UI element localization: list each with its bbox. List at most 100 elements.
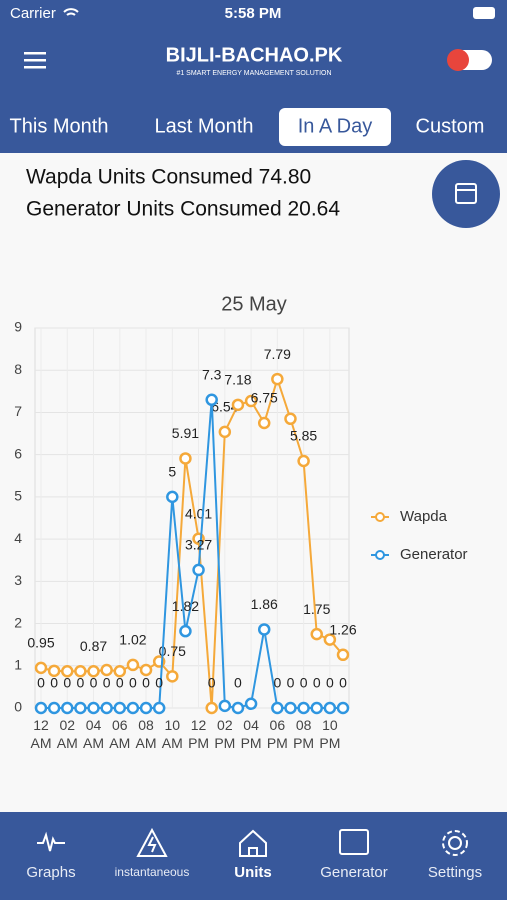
data-point	[336, 648, 350, 662]
nav-item[interactable]: Settings	[428, 864, 482, 881]
data-label: 7.79	[264, 346, 291, 362]
data-point	[192, 563, 205, 577]
data-label: 0	[50, 675, 58, 691]
data-point	[47, 664, 61, 678]
tab-label: In A Day	[298, 115, 373, 137]
tab[interactable]: This Month	[10, 115, 109, 137]
data-point	[271, 372, 284, 386]
tab[interactable]: In A Day	[279, 108, 391, 146]
data-point	[284, 412, 297, 426]
data-point	[231, 398, 245, 412]
data-label: 7.18	[224, 372, 251, 388]
data-point	[126, 658, 140, 672]
data-label: 0	[103, 675, 111, 691]
menu-bar	[24, 59, 46, 62]
data-point	[244, 394, 258, 408]
x-tick-label: 08 AM	[136, 717, 157, 751]
tab-label: Custom	[416, 115, 485, 137]
legend-marker	[375, 512, 385, 522]
chart-title: 25 May	[221, 293, 287, 315]
data-point	[336, 701, 350, 715]
y-tick-label: 1	[14, 656, 22, 672]
data-point	[179, 624, 192, 638]
data-label: 4.01	[185, 505, 212, 521]
content-bg	[0, 153, 507, 812]
data-label: 6.75	[251, 390, 278, 406]
tab[interactable]: Custom	[416, 115, 485, 137]
data-label: 0	[287, 675, 295, 691]
data-label: 0	[234, 675, 242, 691]
data-point	[310, 701, 323, 715]
battery-icon	[473, 7, 495, 19]
units-icon	[239, 829, 267, 857]
y-tick-label: 6	[14, 445, 22, 461]
x-tick-label: 04 PM	[241, 717, 262, 751]
data-label: 0	[63, 675, 71, 691]
data-label: 7.3	[202, 366, 222, 382]
data-point	[34, 701, 48, 715]
data-label: 5.91	[172, 425, 199, 441]
nav-item[interactable]: Generator	[320, 864, 388, 881]
tab-label: Last Month	[155, 115, 254, 137]
data-point	[100, 701, 113, 715]
legend-item: Wapda	[371, 508, 448, 525]
tab[interactable]: Last Month	[155, 115, 254, 137]
toggle-knob	[447, 49, 469, 71]
data-point	[166, 670, 179, 683]
logo: BIJLI-BACHAO.PK	[166, 44, 343, 66]
clock: 5:58 PM	[225, 5, 282, 22]
y-tick-label: 9	[14, 319, 22, 335]
legend-marker	[375, 550, 385, 560]
legend-item: Generator	[371, 546, 468, 563]
data-label: 0	[37, 675, 45, 691]
summary-line: Wapda Units Consumed 74.80	[26, 166, 311, 189]
data-label: 0	[76, 675, 84, 691]
data-point	[284, 701, 297, 715]
data-point	[87, 665, 100, 678]
data-point	[271, 701, 284, 715]
data-point	[218, 699, 232, 713]
graphs-icon	[37, 831, 65, 852]
data-point	[297, 701, 310, 715]
data-point	[297, 454, 310, 468]
data-label: 1.82	[172, 598, 199, 614]
data-label: 1.02	[119, 632, 146, 648]
data-point	[244, 697, 258, 711]
data-point	[100, 663, 113, 677]
x-tick-label: 12 AM	[31, 717, 52, 751]
data-point	[61, 665, 74, 678]
toggle[interactable]	[447, 49, 492, 71]
data-point	[74, 665, 87, 678]
calendar-fab[interactable]	[432, 160, 500, 228]
data-label: 0	[313, 675, 321, 691]
x-tick-label: 02 PM	[214, 717, 235, 751]
data-point	[205, 701, 218, 715]
tagline: #1 SMART ENERGY MANAGEMENT SOLUTION	[176, 70, 331, 77]
data-point	[166, 490, 179, 504]
data-point	[152, 701, 166, 715]
nav-item[interactable]: Units	[234, 864, 272, 881]
legend-label: Generator	[400, 546, 468, 563]
data-point	[139, 701, 153, 715]
y-tick-label: 3	[14, 572, 22, 588]
nav-item[interactable]: Graphs	[26, 864, 75, 881]
y-tick-label: 0	[14, 699, 22, 715]
data-point	[34, 661, 48, 675]
data-label: 0	[129, 675, 137, 691]
data-label: 0	[273, 675, 281, 691]
data-label: 6.54	[211, 399, 238, 415]
data-label: 0	[339, 675, 347, 691]
settings-icon	[442, 830, 468, 856]
tab-label: This Month	[10, 115, 109, 137]
nav-label: Graphs	[26, 864, 75, 881]
carrier: Carrier	[10, 5, 56, 22]
menu-button[interactable]	[24, 52, 46, 69]
nav-item[interactable]: instantaneous	[115, 865, 190, 879]
data-point	[113, 665, 127, 678]
data-point	[139, 663, 153, 677]
summary-line: Generator Units Consumed 20.64	[26, 198, 340, 221]
data-label: 1.26	[329, 622, 356, 638]
data-point	[47, 701, 61, 715]
data-label: 0.87	[80, 638, 107, 654]
